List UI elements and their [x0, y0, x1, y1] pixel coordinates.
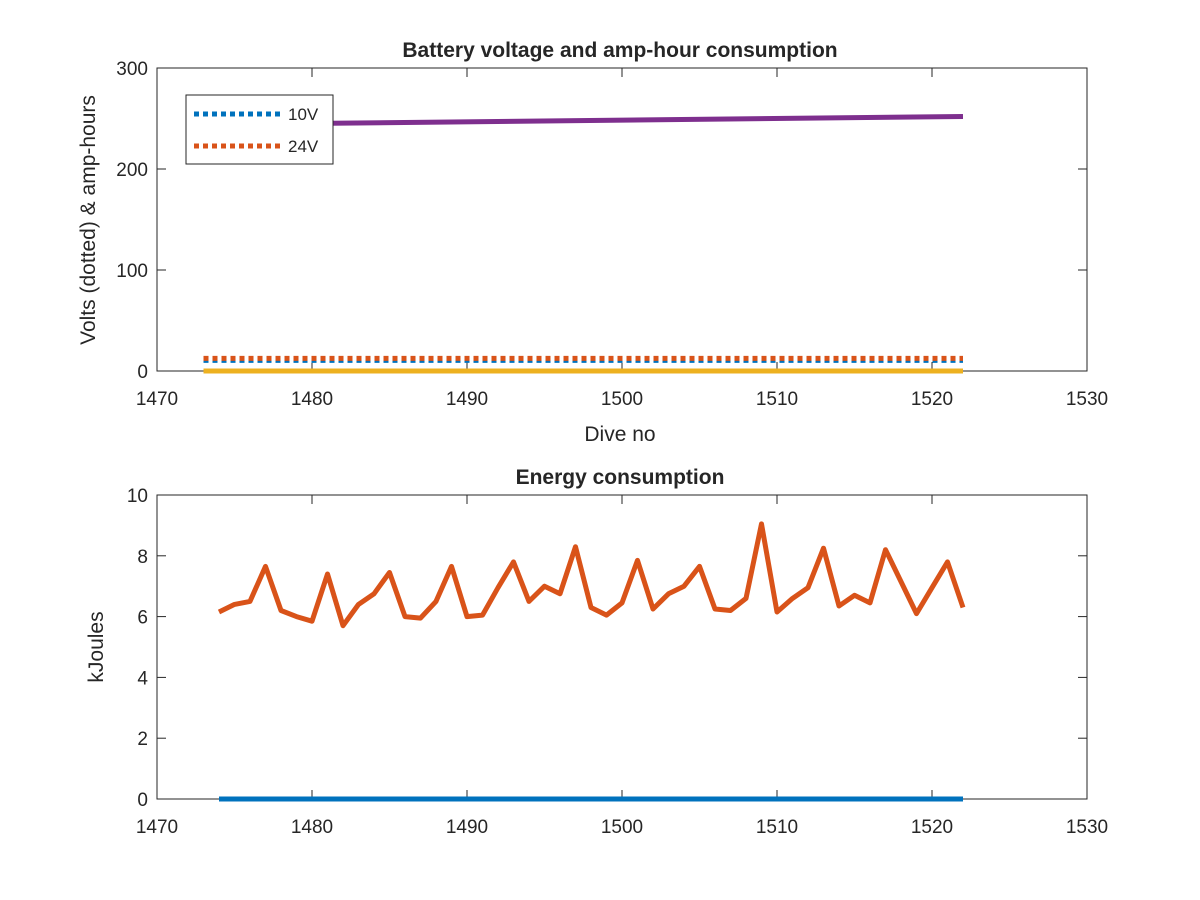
y-tick-label: 10 — [127, 486, 148, 507]
y-tick-label: 6 — [137, 608, 148, 629]
legend: 10V 24V — [185, 94, 334, 165]
y-tick-label: 100 — [116, 261, 148, 282]
x-tick-label: 1520 — [911, 817, 953, 838]
x-tick-label: 1530 — [1066, 389, 1108, 410]
legend-box — [185, 94, 334, 165]
y-axis-label: Volts (dotted) & amp-hours — [77, 95, 100, 345]
voltage-subplot: Battery voltage and amp-hour consumption… — [77, 39, 1108, 446]
y-tick-label: 200 — [116, 160, 148, 181]
x-tick-label: 1480 — [291, 817, 333, 838]
y-tick-label: 2 — [137, 729, 148, 750]
plot-area — [156, 494, 1088, 800]
axis-ticks: 1470 1480 1490 1500 1510 1520 1530 0 100 200 300 — [116, 59, 1108, 410]
chart-title: Energy consumption — [516, 466, 725, 489]
legend-label-10v: 10V — [288, 105, 319, 124]
x-tick-label: 1470 — [136, 817, 178, 838]
x-axis-label: Dive no — [584, 423, 655, 446]
series-lines — [217, 521, 966, 802]
x-tick-label: 1490 — [446, 389, 488, 410]
x-tick-label: 1510 — [756, 817, 798, 838]
axis-ticks: 1470 1480 1490 1500 1510 1520 1530 0 2 4 6 8 10 — [127, 486, 1108, 838]
series-line-1-1 — [217, 521, 966, 629]
x-tick-label: 1510 — [756, 389, 798, 410]
y-tick-label: 0 — [137, 790, 148, 811]
y-tick-label: 300 — [116, 59, 148, 80]
x-tick-label: 1520 — [911, 389, 953, 410]
legend-label-24v: 24V — [288, 137, 319, 156]
y-axis-label: kJoules — [85, 611, 108, 682]
x-tick-label: 1530 — [1066, 817, 1108, 838]
y-tick-label: 8 — [137, 547, 148, 568]
x-tick-label: 1500 — [601, 817, 643, 838]
y-tick-label: 4 — [137, 668, 148, 689]
y-tick-label: 0 — [137, 362, 148, 383]
x-tick-label: 1490 — [446, 817, 488, 838]
x-tick-label: 1500 — [601, 389, 643, 410]
energy-subplot: Energy consumption 1470 1480 1490 1500 1510 1… — [85, 466, 1108, 838]
x-tick-label: 1470 — [136, 389, 178, 410]
chart-title: Battery voltage and amp-hour consumption — [402, 39, 837, 62]
x-tick-label: 1480 — [291, 389, 333, 410]
